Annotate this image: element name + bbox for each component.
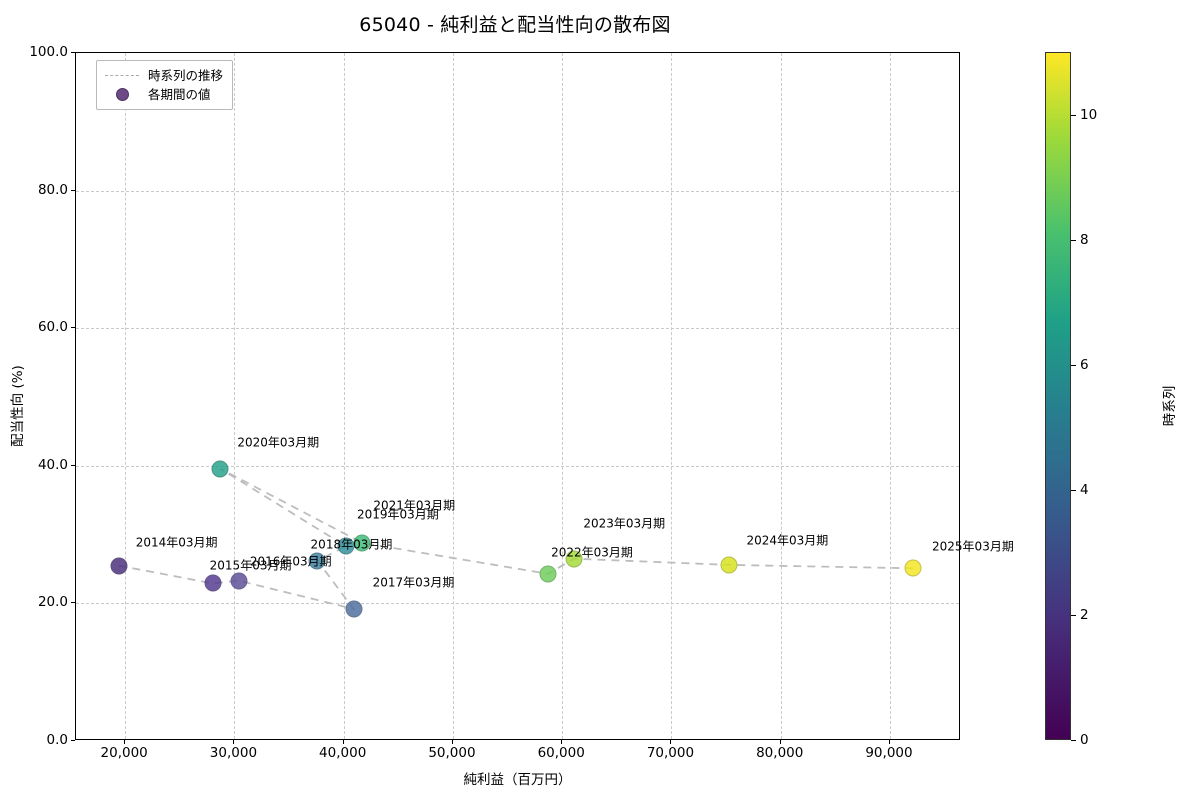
plot-area: 2014年03月期 2015年03月期 2016年03月期 2017年03月期 2018… [75, 52, 1014, 740]
grid-line-horizontal [76, 603, 959, 605]
colorbar-label: 時系列 [1162, 385, 1178, 427]
x-tick-label: 50,000 [428, 745, 476, 761]
data-point-label: 2020年03月期 [237, 435, 320, 450]
colorbar-tick-label: 10 [1080, 106, 1098, 123]
grid-line-vertical [125, 53, 127, 739]
data-point-label: 2025年03月期 [932, 539, 1014, 554]
y-tick-label: 80.0 [37, 181, 68, 198]
data-point-label: 2023年03月期 [583, 516, 666, 531]
colorbar-tick-label: 4 [1080, 481, 1089, 498]
grid-line-vertical [780, 53, 782, 739]
grid-line-vertical [452, 53, 454, 739]
legend-marker-label: 各期間の値 [148, 87, 211, 102]
x-tick-mark [124, 740, 126, 744]
dashed-line-icon [104, 75, 140, 76]
grid-line-vertical [671, 53, 673, 739]
data-point-label: 2018年03月期 [310, 537, 393, 552]
x-tick-mark [888, 740, 890, 744]
colorbar-tick-mark [1071, 614, 1076, 616]
colorbar-tick-label: 0 [1080, 732, 1089, 748]
grid-line-horizontal [76, 190, 959, 192]
x-tick-label: 30,000 [209, 745, 258, 761]
legend-line-label: 時系列の推移 [148, 68, 224, 83]
grid-line-vertical [562, 53, 564, 739]
data-point[interactable] [230, 572, 248, 590]
colorbar-tick-mark [1071, 740, 1076, 741]
y-tick-mark [71, 602, 75, 604]
data-point-label: 2014年03月期 [135, 535, 218, 550]
data-point-label: 2024年03月期 [746, 533, 829, 548]
data-point-label: 2016年03月期 [249, 554, 332, 569]
x-tick-mark [233, 740, 235, 744]
data-point[interactable] [211, 460, 229, 478]
grid-line-vertical [234, 53, 236, 739]
timeseries-trendline [118, 467, 913, 611]
y-tick-mark [71, 740, 75, 741]
y-tick-mark [71, 52, 75, 53]
data-point[interactable] [539, 565, 557, 583]
data-point-label: 2022年03月期 [551, 545, 633, 560]
legend: 時系列の推移 各期間の値 [96, 60, 234, 110]
circle-marker-icon [104, 88, 140, 101]
x-tick-mark [779, 740, 781, 744]
data-point-label: 2021年03月期 [373, 498, 456, 513]
grid-line-vertical [343, 53, 345, 739]
legend-item-line: 時系列の推移 [104, 66, 223, 85]
x-tick-label: 40,000 [319, 745, 367, 761]
x-tick-mark [342, 740, 344, 744]
y-axis-label: 配当性向 (%) [10, 365, 26, 447]
colorbar-tick-label: 6 [1080, 356, 1089, 373]
x-axis-label: 純利益（百万円） [463, 772, 572, 788]
data-point[interactable] [204, 574, 222, 592]
page-title: 65040 - 純利益と配当性向の散布図 [359, 14, 671, 36]
x-tick-label: 70,000 [646, 745, 695, 761]
data-point[interactable] [720, 556, 738, 574]
x-tick-label: 60,000 [537, 745, 585, 761]
y-tick-label: 20.0 [37, 594, 68, 611]
colorbar-tick-mark [1071, 489, 1076, 491]
y-tick-label: 60.0 [37, 319, 68, 336]
colorbar-tick-mark [1071, 239, 1076, 241]
colorbar-tick-mark [1071, 114, 1076, 116]
grid-line-vertical [889, 53, 891, 739]
data-point-label: 2017年03月期 [372, 575, 455, 590]
y-tick-mark [71, 327, 75, 329]
x-tick-mark [451, 740, 453, 744]
y-tick-label: 0.0 [46, 732, 68, 748]
colorbar-gradient [1045, 52, 1071, 740]
x-tick-mark [561, 740, 563, 744]
colorbar-tick-label: 8 [1080, 231, 1089, 248]
y-tick-label: 40.0 [37, 456, 68, 473]
grid-line-horizontal [76, 465, 959, 467]
data-point[interactable] [345, 600, 363, 618]
y-tick-label: 100.0 [29, 44, 68, 60]
data-point[interactable] [110, 557, 128, 575]
colorbar-tick-mark [1071, 364, 1076, 366]
x-tick-label: 20,000 [100, 745, 148, 761]
grid-line-horizontal [76, 328, 959, 330]
colorbar-tick-label: 2 [1080, 606, 1089, 623]
x-tick-label: 90,000 [865, 745, 913, 761]
x-tick-label: 80,000 [756, 745, 804, 761]
colorbar: 0 2 4 6 8 10 [1045, 52, 1097, 748]
y-tick-mark [71, 464, 75, 466]
y-tick-mark [71, 189, 75, 191]
legend-item-marker: 各期間の値 [104, 85, 223, 104]
data-point[interactable] [904, 559, 922, 577]
x-tick-mark [670, 740, 672, 744]
